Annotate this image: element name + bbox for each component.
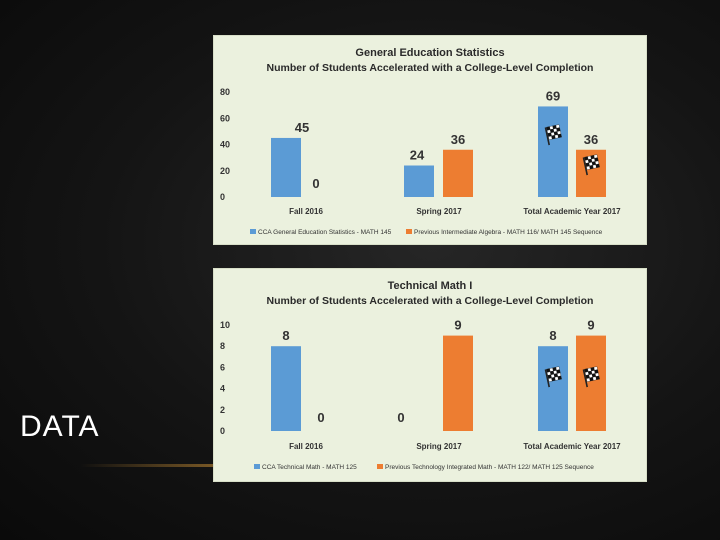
data-label: 9 (454, 318, 461, 333)
category-label: Fall 2016 (289, 207, 323, 216)
checkered-flag-icon (582, 366, 600, 388)
bar (443, 149, 473, 197)
legend-label: CCA General Education Statistics - MATH … (258, 229, 392, 236)
legend-label: Previous Intermediate Algebra - MATH 116… (414, 229, 603, 236)
technical-math-chart: Technical Math I Number of Students Accel… (213, 268, 647, 482)
data-label: 0 (397, 410, 404, 425)
data-label: 36 (584, 132, 598, 147)
bar (404, 165, 434, 197)
bar (538, 346, 568, 431)
checkered-flag-icon (544, 366, 562, 388)
bar (271, 137, 301, 197)
bar (538, 106, 568, 197)
data-label: 0 (317, 410, 324, 425)
data-label: 9 (587, 318, 594, 333)
data-label: 24 (410, 148, 425, 163)
category-label: Fall 2016 (289, 442, 323, 451)
y-tick-label: 60 (220, 113, 230, 123)
data-label: 45 (295, 120, 309, 135)
y-tick-label: 80 (220, 87, 230, 97)
chart-title: General Education Statistics (355, 47, 504, 59)
y-tick-label: 4 (220, 384, 225, 394)
data-label: 36 (451, 132, 465, 147)
legend-swatch (377, 464, 383, 469)
y-tick-label: 2 (220, 405, 225, 415)
legend-swatch (254, 464, 260, 469)
chart-subtitle: Number of Students Accelerated with a Co… (267, 62, 594, 74)
data-label: 69 (546, 88, 560, 103)
y-tick-label: 8 (220, 341, 225, 351)
data-label: 8 (282, 328, 289, 343)
legend-label: CCA Technical Math - MATH 125 (262, 464, 357, 471)
general-education-chart-svg: General Education Statistics Number of St… (220, 47, 621, 236)
legend-swatch (406, 229, 412, 234)
y-tick-label: 10 (220, 320, 230, 330)
legend-swatch (250, 229, 256, 234)
y-tick-label: 0 (220, 426, 225, 436)
slide-title: DATA (20, 410, 100, 443)
data-label: 0 (312, 176, 319, 191)
bar (271, 346, 301, 431)
legend-label: Previous Technology Integrated Math - MA… (385, 464, 594, 471)
data-label: 8 (549, 328, 556, 343)
general-education-chart: General Education Statistics Number of St… (213, 35, 647, 245)
bar (576, 335, 606, 431)
technical-math-chart-svg: Technical Math I Number of Students Accel… (220, 280, 621, 471)
chart-subtitle: Number of Students Accelerated with a Co… (267, 295, 594, 307)
bar (443, 335, 473, 431)
category-label: Spring 2017 (416, 442, 462, 451)
y-tick-label: 0 (220, 192, 225, 202)
checkered-flag-icon (582, 154, 600, 176)
category-label: Spring 2017 (416, 207, 462, 216)
checkered-flag-icon (544, 124, 562, 146)
y-tick-label: 20 (220, 166, 230, 176)
chart-title: Technical Math I (388, 280, 473, 292)
y-tick-label: 6 (220, 362, 225, 372)
category-label: Total Academic Year 2017 (523, 442, 621, 451)
category-label: Total Academic Year 2017 (523, 207, 621, 216)
y-tick-label: 40 (220, 140, 230, 150)
